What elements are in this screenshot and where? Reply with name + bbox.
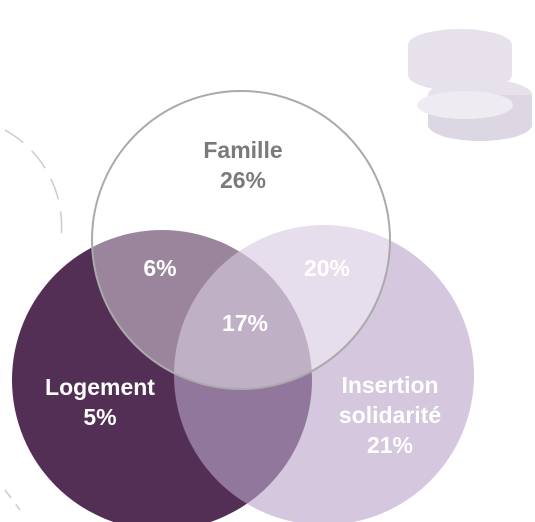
value-label: 20% [303,255,351,281]
region-label: Logement 5% [45,372,155,432]
set-name: Logement [45,374,155,400]
set-name: Insertion solidarité [338,372,442,428]
value-label: 6% [143,255,177,281]
coins-icon [408,29,532,141]
value-label: 17% [221,310,269,336]
value-label: 26% [219,167,267,193]
region-label: Famille 26% [203,135,282,195]
set-name: Famille [203,137,283,163]
region-label: Insertion solidarité 21% [320,370,460,460]
region-label: 6% [143,253,176,283]
set-circle [174,225,474,522]
value-label: 21% [366,432,414,458]
set-circle [91,90,391,390]
region-label: 20% [304,253,350,283]
decor-arc [4,129,63,246]
region-label: 17% [222,308,268,338]
value-label: 5% [83,404,117,430]
decor-arc [4,489,21,511]
